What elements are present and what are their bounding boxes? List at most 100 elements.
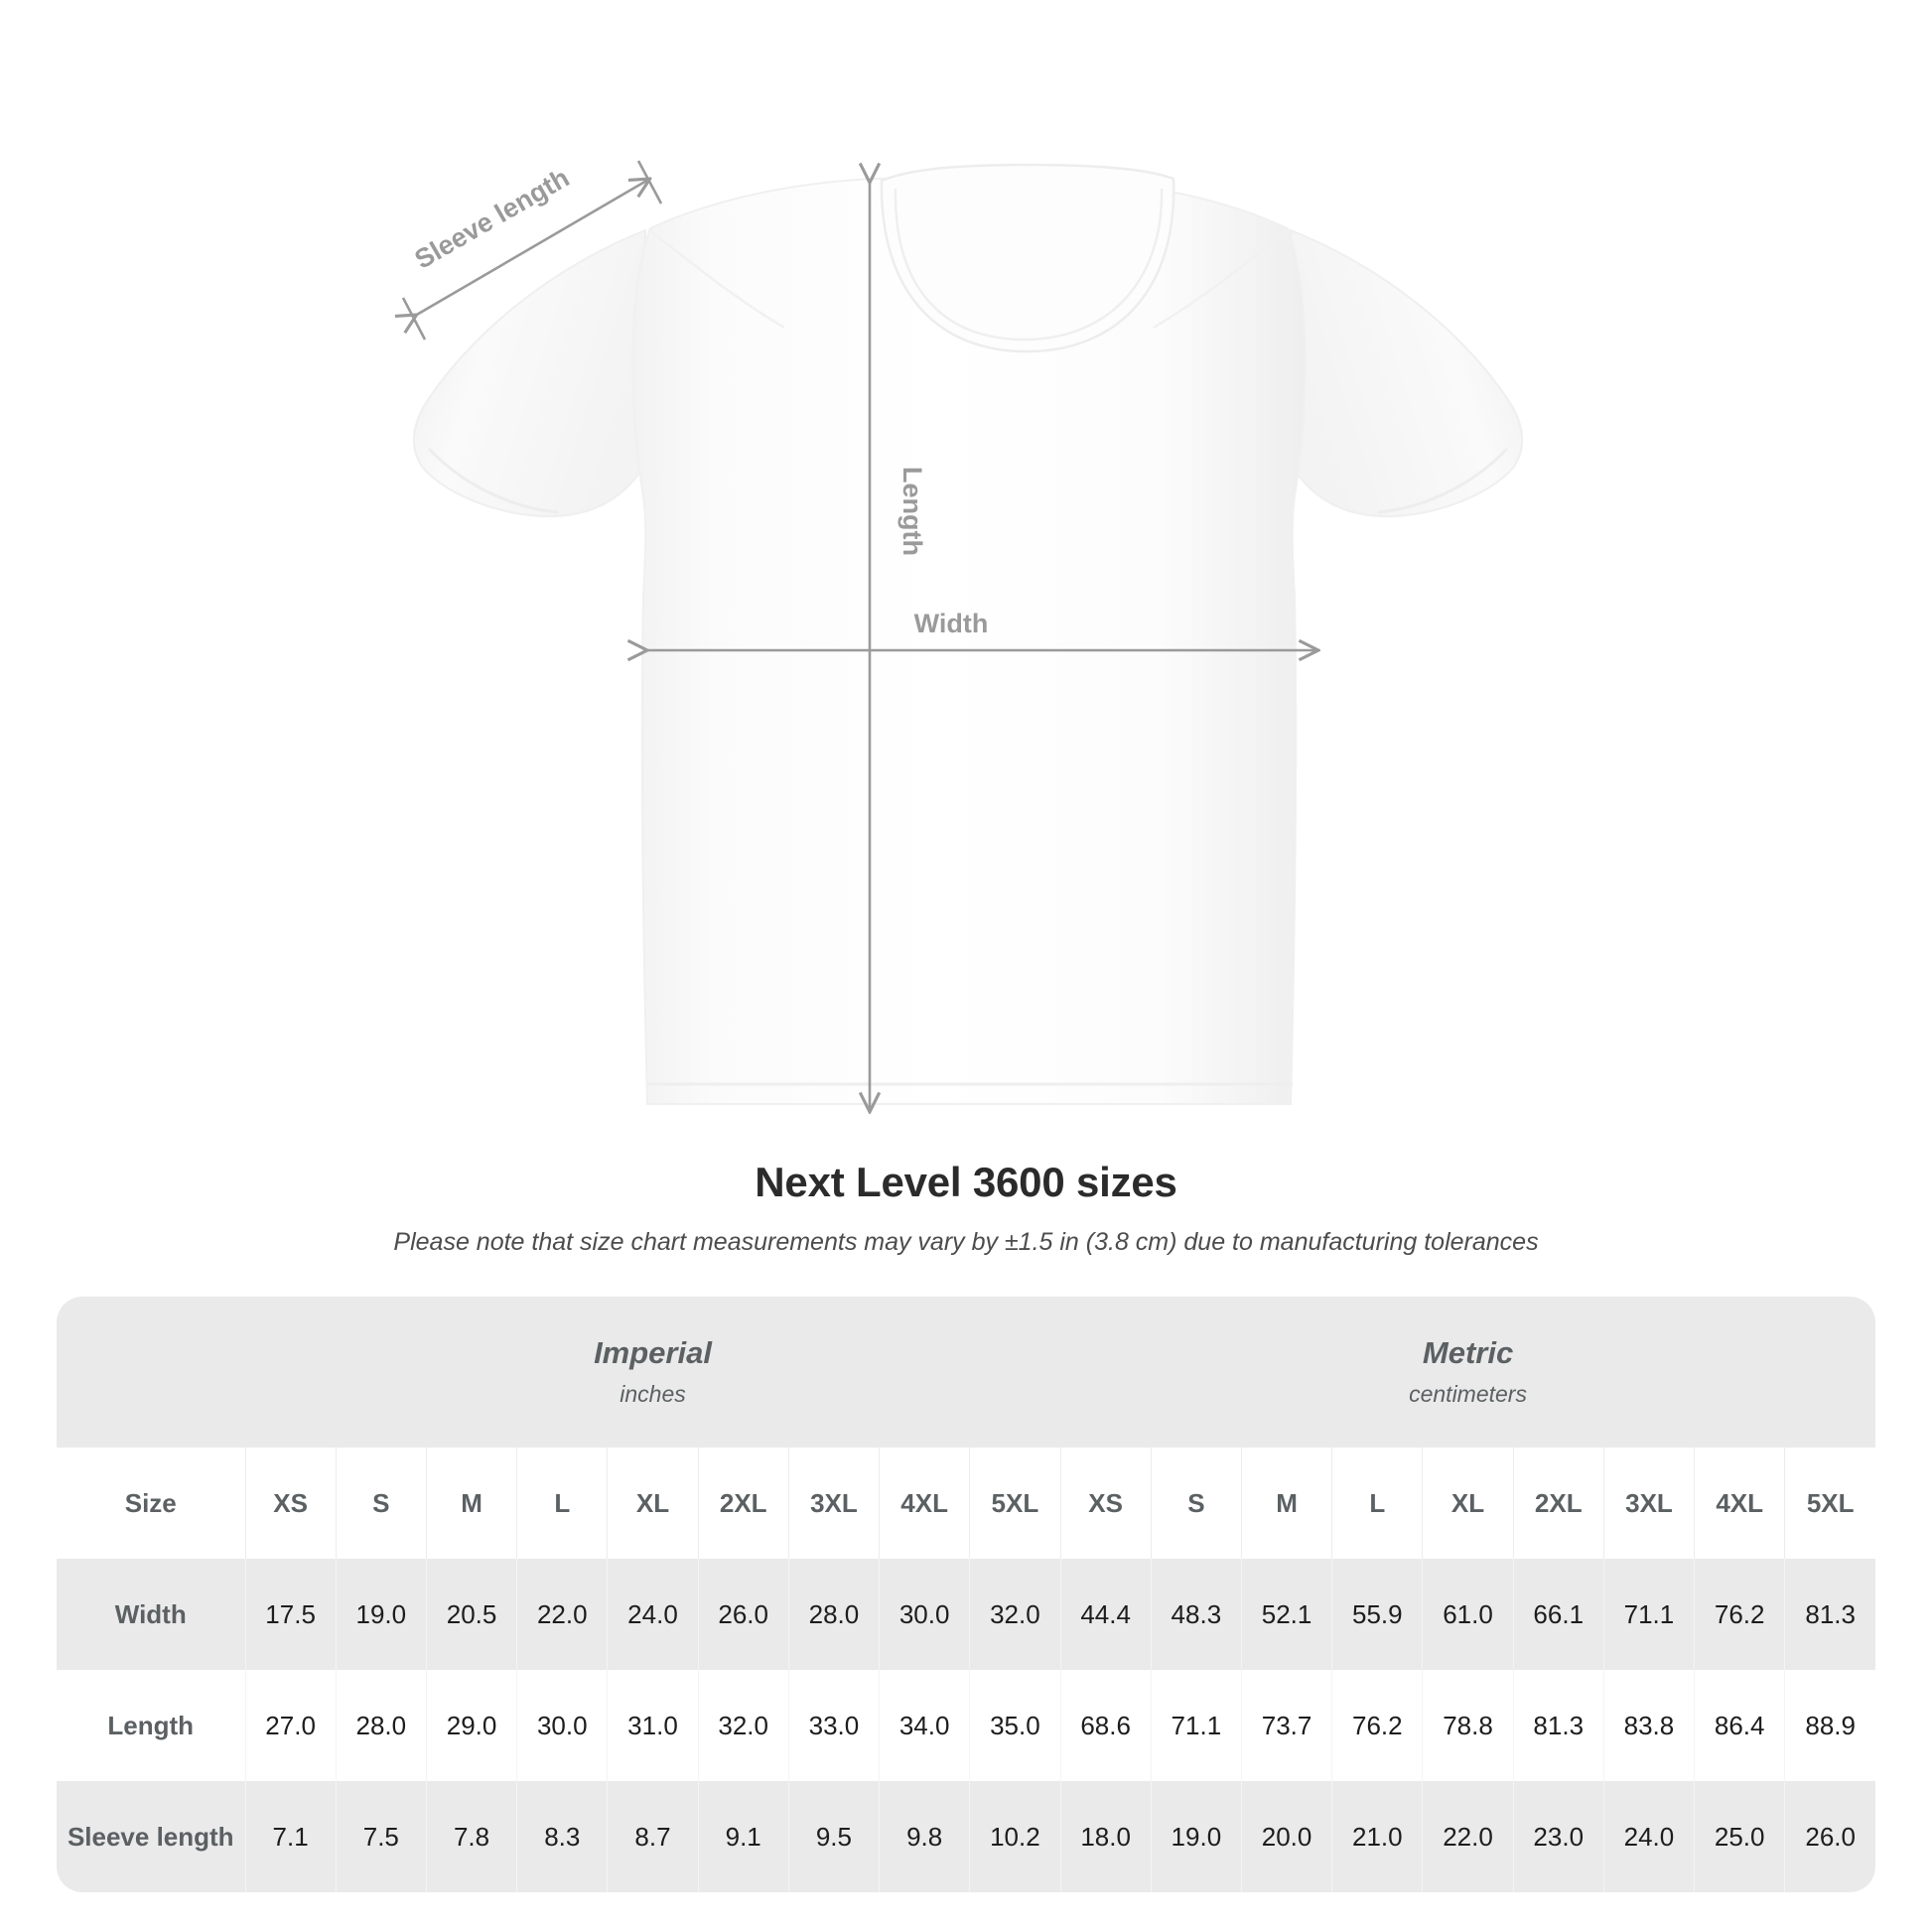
collar [880,163,1175,353]
unit-header-corner [57,1297,245,1448]
measurement-cell: 71.1 [1150,1670,1242,1781]
unit-group-name: Metric [1422,1334,1514,1370]
unit-group-metric: Metric centimeters [1060,1297,1876,1448]
size-header-cell: 3XL [787,1448,880,1559]
measurement-cell: 73.7 [1240,1670,1332,1781]
collar-inner [894,188,1164,342]
measurement-cell: 28.0 [787,1559,880,1670]
size-header-cell: 2XL [697,1448,789,1559]
tshirt-illustration: Sleeve length Length Width [0,160,1524,1152]
left-shoulder-seam [649,229,785,330]
left-sleeve-hem [427,447,559,514]
table-row: Sleeve length 7.1 7.5 7.8 8.3 8.7 9.1 9.5 9.8 10.… [57,1781,1876,1892]
measurement-cell: 27.0 [244,1670,337,1781]
right-sleeve [1289,228,1524,518]
measurement-cell: 76.2 [1331,1670,1423,1781]
measurement-cell: 19.0 [335,1559,427,1670]
size-header-cell: XS [1059,1448,1152,1559]
left-sleeve [412,228,647,518]
measurement-cell: 61.0 [1422,1559,1514,1670]
sleeve-tick-start [401,297,427,341]
measurement-cell: 8.3 [516,1781,608,1892]
size-header-cell: 3XL [1602,1448,1695,1559]
row-label: Length [57,1670,245,1781]
measurement-cell: 34.0 [879,1670,970,1781]
size-header-cell: L [516,1448,608,1559]
size-header-cell: S [335,1448,427,1559]
table-row: Width 17.5 19.0 20.5 22.0 24.0 26.0 28.0 30.0 32.… [57,1559,1876,1670]
size-chart-table: Imperial inches Metric centimeters Size XS S M… [57,1297,1876,1892]
measurement-cell: 9.8 [879,1781,970,1892]
size-header-cell: L [1331,1448,1423,1559]
size-header-label: Size [57,1448,245,1559]
measurement-cell: 48.3 [1150,1559,1242,1670]
title-block: Next Level 3600 sizes Please note that s… [0,1159,1932,1257]
unit-group-name: Imperial [594,1334,712,1370]
measurement-cell: 33.0 [787,1670,880,1781]
measurement-cell: 71.1 [1602,1559,1695,1670]
size-header-row: Size XS S M L XL 2XL 3XL 4XL 5XL XS S M L XL 2XL 3XL 4XL 5… [57,1448,1876,1559]
measurement-cell: 28.0 [335,1670,427,1781]
measurement-cell: 20.0 [1240,1781,1332,1892]
sleeve-length-measure [401,160,663,341]
unit-group-imperial: Imperial inches [245,1297,1061,1448]
size-header-cell: 5XL [1784,1448,1876,1559]
size-header-cell: XL [607,1448,699,1559]
measurement-cell: 10.2 [969,1781,1061,1892]
size-chart-table-wrap: Imperial inches Metric centimeters Size XS S M… [57,1297,1876,1892]
length-label: Length [897,467,927,556]
unit-header-row: Imperial inches Metric centimeters [57,1297,1876,1448]
measurement-cell: 31.0 [607,1670,699,1781]
measurement-cell: 81.3 [1512,1670,1604,1781]
size-header-cell: M [425,1448,517,1559]
measurement-cell: 32.0 [697,1670,789,1781]
measurement-cell: 7.5 [335,1781,427,1892]
sleeve-length-arrow [415,180,648,316]
measurement-cell: 52.1 [1240,1559,1332,1670]
measurement-cell: 24.0 [607,1559,699,1670]
width-label: Width [914,609,989,638]
measurement-cell: 23.0 [1512,1781,1604,1892]
size-header-cell: S [1150,1448,1242,1559]
measurement-cell: 18.0 [1059,1781,1152,1892]
row-label: Width [57,1559,245,1670]
size-header-cell: 2XL [1512,1448,1604,1559]
measurement-cell: 68.6 [1059,1670,1152,1781]
row-label: Sleeve length [57,1781,245,1892]
measurement-cell: 35.0 [969,1670,1061,1781]
unit-group-sub: centimeters [1409,1381,1527,1408]
size-header-cell: 4XL [879,1448,970,1559]
measurement-cell: 25.0 [1694,1781,1785,1892]
measurement-cell: 17.5 [244,1559,337,1670]
sleeve-length-label: Sleeve length [410,163,575,275]
measurement-cell: 19.0 [1150,1781,1242,1892]
measurement-cell: 24.0 [1602,1781,1695,1892]
measurement-cell: 55.9 [1331,1559,1423,1670]
tshirt-diagram: Sleeve length Length Width [0,160,1524,1152]
unit-group-sub: inches [620,1381,686,1408]
measurement-cell: 83.8 [1602,1670,1695,1781]
sleeve-tick-end [636,160,663,205]
measurement-cell: 22.0 [1422,1781,1514,1892]
measurement-cell: 9.1 [697,1781,789,1892]
measurement-cell: 66.1 [1512,1559,1604,1670]
measurement-cell: 30.0 [516,1670,608,1781]
measurement-cell: 9.5 [787,1781,880,1892]
measurement-cell: 22.0 [516,1559,608,1670]
measurement-cell: 21.0 [1331,1781,1423,1892]
right-shoulder-seam [1153,229,1289,330]
size-header-cell: 4XL [1694,1448,1785,1559]
measurement-cell: 29.0 [425,1670,517,1781]
tolerance-note: Please note that size chart measurements… [393,1228,1539,1257]
measurement-cell: 26.0 [697,1559,789,1670]
size-header-cell: M [1240,1448,1332,1559]
table-row: Length 27.0 28.0 29.0 30.0 31.0 32.0 33.0 34.0 35… [57,1670,1876,1781]
page-title: Next Level 3600 sizes [755,1159,1177,1205]
measurement-cell: 7.8 [425,1781,517,1892]
measurement-cell: 20.5 [425,1559,517,1670]
size-header-cell: XS [244,1448,337,1559]
measurement-cell: 76.2 [1694,1559,1785,1670]
measurement-cell: 32.0 [969,1559,1061,1670]
measurement-cell: 88.9 [1784,1670,1876,1781]
measurement-cell: 81.3 [1784,1559,1876,1670]
